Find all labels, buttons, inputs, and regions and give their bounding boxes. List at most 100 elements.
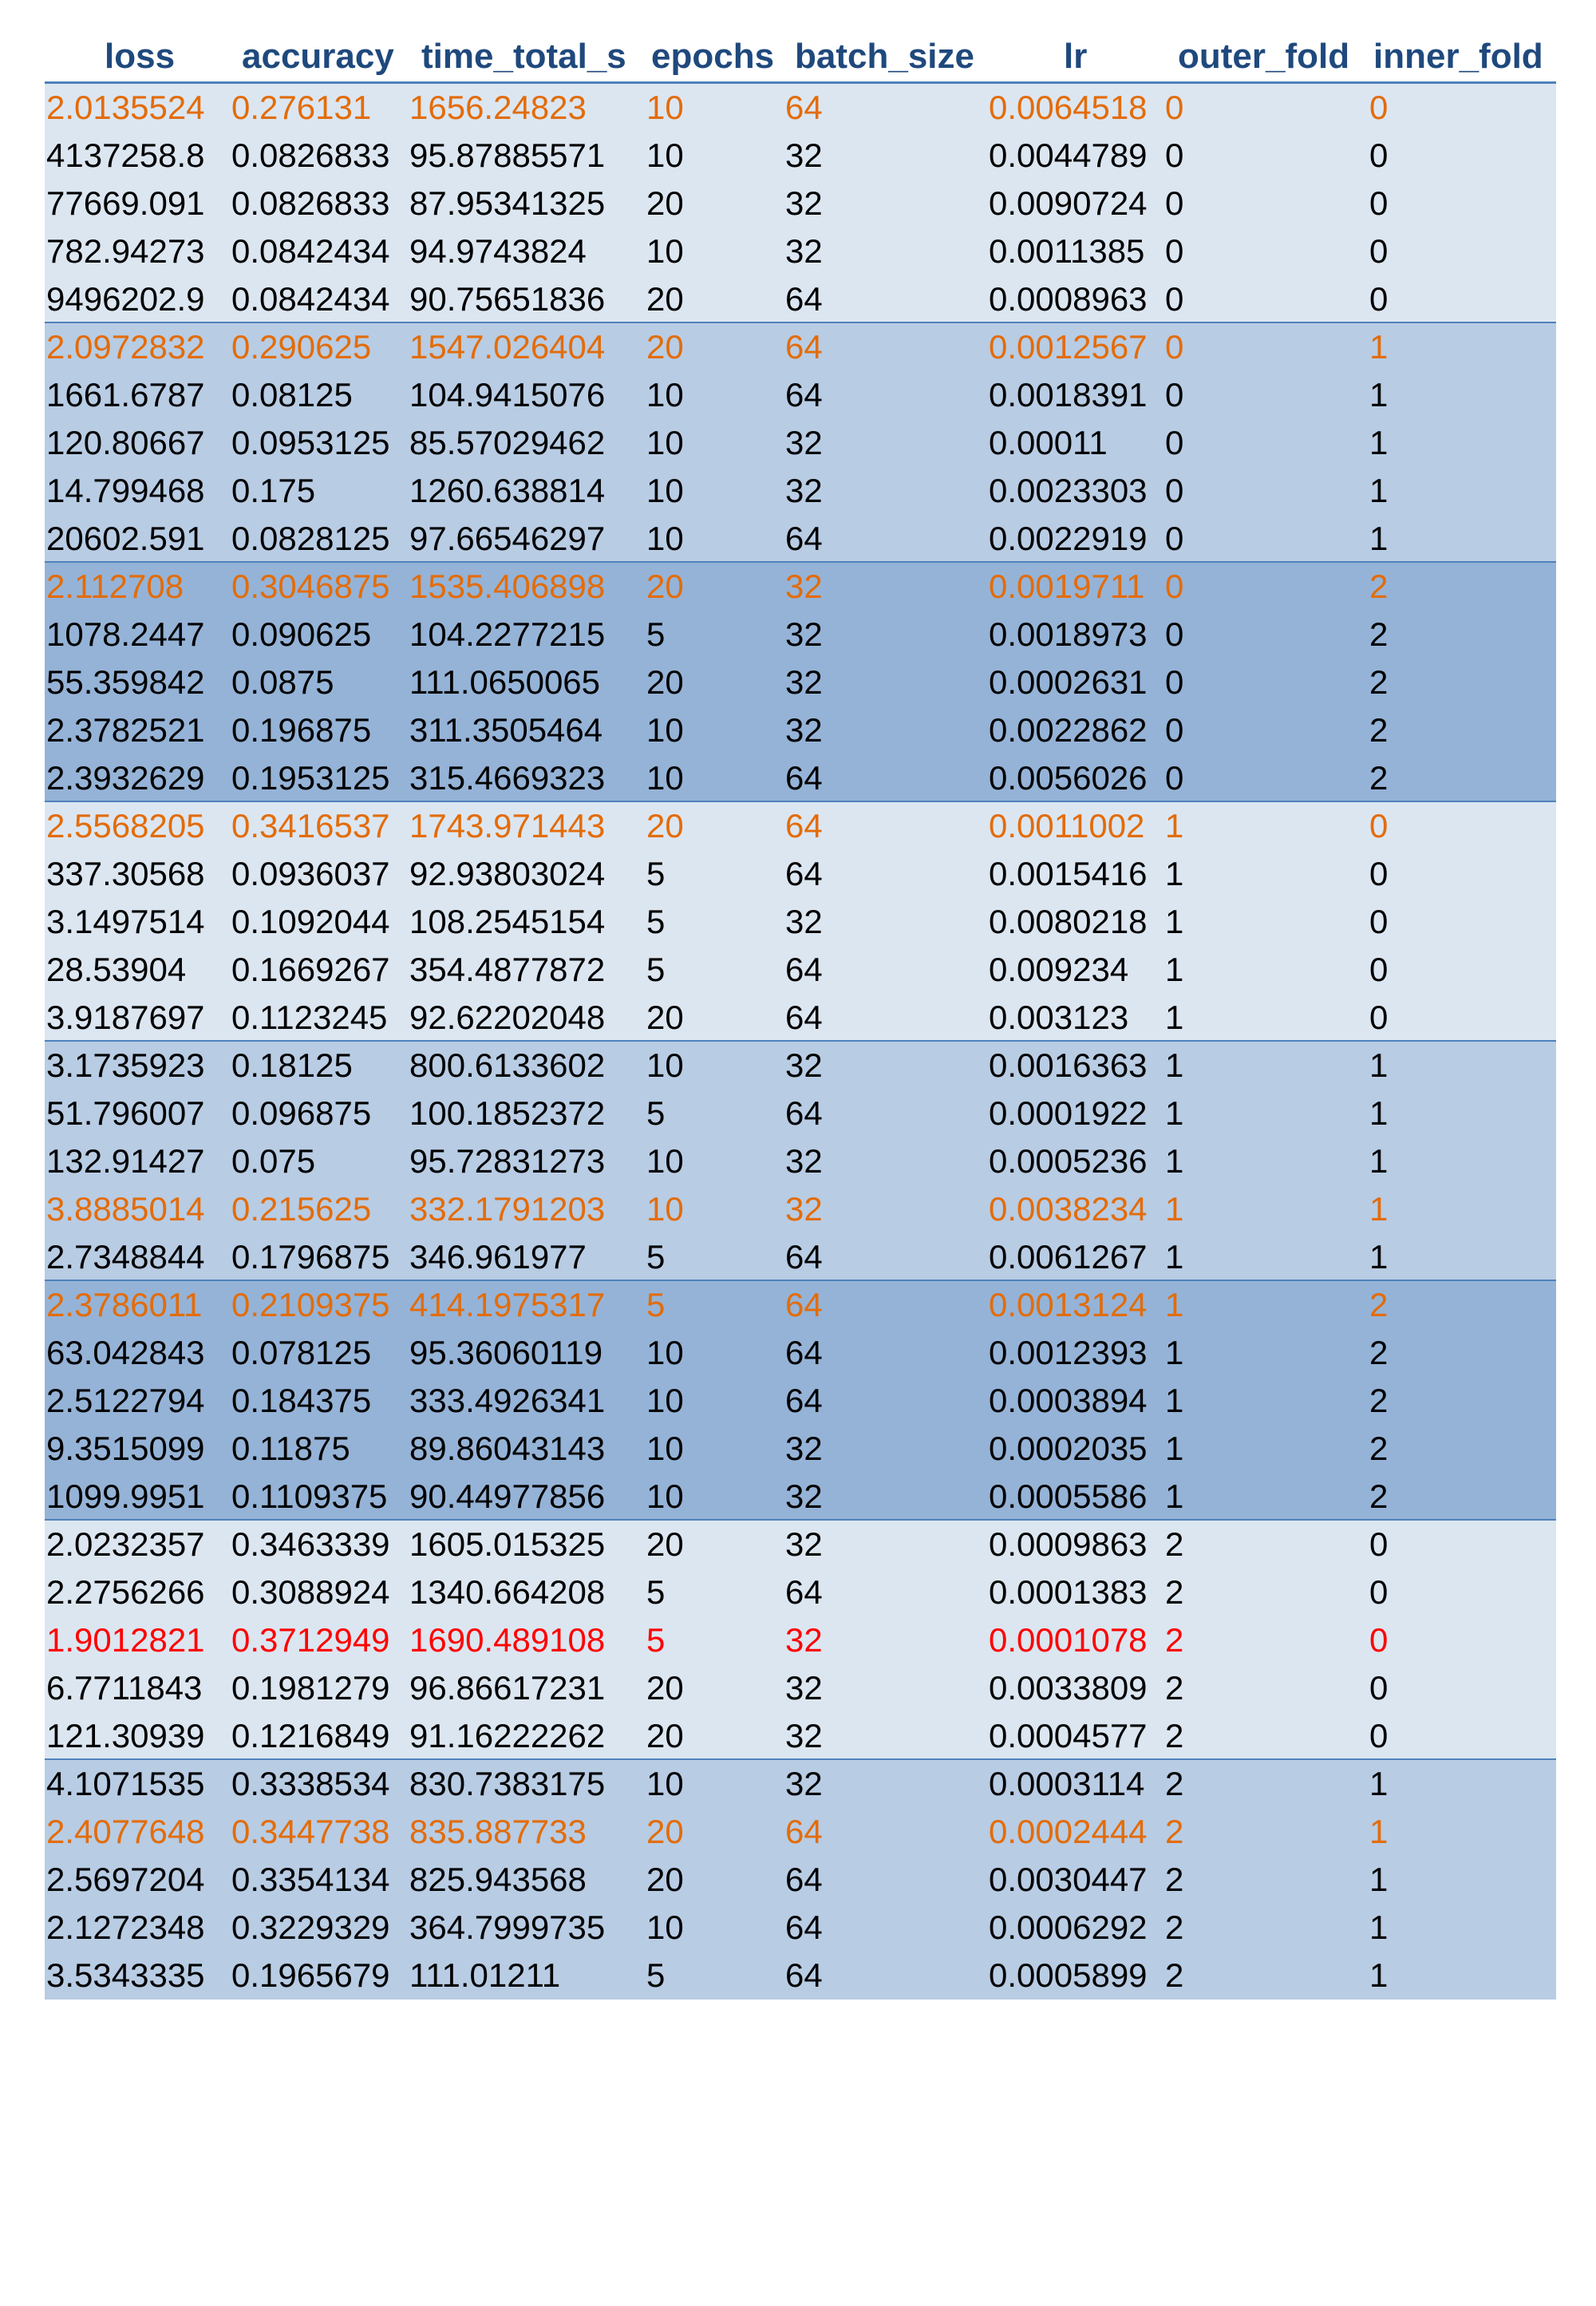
cell-loss: 2.0135524 (46, 89, 205, 126)
cell-accuracy: 0.0828125 (231, 520, 390, 557)
cell-time-total-s: 800.6133602 (409, 1046, 606, 1084)
table-row: 2.0232357 0.3463339 1605.015325 20 32 0.00098… (45, 1521, 1556, 1568)
cell-inner-fold: 2 (1369, 1477, 1389, 1515)
cell-loss: 3.1735923 (46, 1046, 205, 1084)
table-row: 4137258.8 0.0826833 95.87885571 10 32 0.00447… (45, 132, 1556, 180)
cell-batch-size: 64 (785, 1238, 823, 1276)
cell-lr: 0.0005236 (989, 1142, 1148, 1180)
table-row: 3.9187697 0.1123245 92.62202048 20 64 0.00312… (45, 994, 1556, 1042)
cell-time-total-s: 835.887733 (409, 1813, 587, 1850)
cell-batch-size: 32 (785, 1525, 823, 1563)
cell-loss: 2.3782521 (46, 711, 205, 749)
cell-outer-fold: 2 (1165, 1621, 1184, 1659)
cell-inner-fold: 0 (1369, 1573, 1389, 1611)
cell-epochs: 20 (646, 1813, 684, 1850)
cell-loss: 2.3932629 (46, 759, 205, 797)
cell-batch-size: 32 (785, 663, 823, 701)
cell-inner-fold: 1 (1369, 1142, 1389, 1180)
table-row: 1099.9951 0.1109375 90.44977856 10 32 0.00055… (45, 1473, 1556, 1521)
table-row: 4.1071535 0.3338534 830.7383175 10 32 0.00031… (45, 1760, 1556, 1808)
cell-batch-size: 64 (785, 1573, 823, 1611)
cell-batch-size: 64 (785, 1813, 823, 1850)
cell-inner-fold: 0 (1369, 89, 1389, 126)
cell-outer-fold: 0 (1165, 89, 1184, 126)
cell-accuracy: 0.175 (231, 472, 316, 509)
cell-outer-fold: 1 (1165, 1286, 1184, 1323)
cell-accuracy: 0.1669267 (231, 951, 390, 988)
table-row: 3.1735923 0.18125 800.6133602 10 32 0.0016363… (45, 1042, 1556, 1090)
cell-time-total-s: 104.2277215 (409, 615, 606, 653)
header-time-total-s: time_total_s (421, 37, 626, 76)
cell-batch-size: 32 (785, 1477, 823, 1515)
cell-batch-size: 64 (785, 1908, 823, 1946)
cell-outer-fold: 1 (1165, 951, 1184, 988)
cell-outer-fold: 1 (1165, 903, 1184, 940)
table-row: 9496202.9 0.0842434 90.75651836 20 64 0.00089… (45, 275, 1556, 323)
cell-epochs: 10 (646, 1382, 684, 1419)
cell-loss: 55.359842 (46, 663, 205, 701)
table-row: 1.9012821 0.3712949 1690.489108 5 32 0.000107… (45, 1616, 1556, 1664)
cell-batch-size: 32 (785, 472, 823, 509)
table-row: 1078.2447 0.090625 104.2277215 5 32 0.0018973… (45, 611, 1556, 659)
table-row: 2.1272348 0.3229329 364.7999735 10 64 0.00062… (45, 1904, 1556, 1952)
cell-loss: 1078.2447 (46, 615, 205, 653)
cell-accuracy: 0.3354134 (231, 1861, 390, 1898)
cell-time-total-s: 1690.489108 (409, 1621, 606, 1659)
cell-outer-fold: 2 (1165, 1525, 1184, 1563)
cell-lr: 0.0002631 (989, 663, 1148, 701)
cell-inner-fold: 2 (1369, 1382, 1389, 1419)
cell-outer-fold: 1 (1165, 1382, 1184, 1419)
cell-batch-size: 64 (785, 759, 823, 797)
cell-loss: 782.94273 (46, 232, 205, 270)
cell-lr: 0.0018391 (989, 376, 1148, 413)
cell-loss: 4137258.8 (46, 136, 205, 174)
cell-lr: 0.0023303 (989, 472, 1148, 509)
header-inner-fold: inner_fold (1373, 37, 1543, 76)
cell-accuracy: 0.1965679 (231, 1956, 390, 1994)
cell-inner-fold: 1 (1369, 520, 1389, 557)
cell-inner-fold: 1 (1369, 1238, 1389, 1276)
cell-accuracy: 0.0826833 (231, 184, 390, 222)
cell-accuracy: 0.3447738 (231, 1813, 390, 1850)
cell-lr: 0.0064518 (989, 89, 1148, 126)
table-row: 3.1497514 0.1092044 108.2545154 5 32 0.008021… (45, 898, 1556, 946)
cell-accuracy: 0.18125 (231, 1046, 353, 1084)
cell-time-total-s: 1260.638814 (409, 472, 606, 509)
cell-accuracy: 0.1981279 (231, 1669, 390, 1707)
cell-batch-size: 32 (785, 1046, 823, 1084)
cell-outer-fold: 2 (1165, 1813, 1184, 1850)
cell-time-total-s: 315.4669323 (409, 759, 606, 797)
cell-epochs: 20 (646, 1717, 684, 1754)
cell-inner-fold: 1 (1369, 1190, 1389, 1228)
cell-time-total-s: 92.62202048 (409, 999, 606, 1036)
table-row: 2.0135524 0.276131 1656.24823 10 64 0.0064518… (45, 84, 1556, 132)
cell-outer-fold: 2 (1165, 1861, 1184, 1898)
cell-inner-fold: 0 (1369, 1717, 1389, 1754)
cell-outer-fold: 1 (1165, 1238, 1184, 1276)
cell-outer-fold: 2 (1165, 1765, 1184, 1802)
cell-outer-fold: 1 (1165, 807, 1184, 844)
cell-lr: 0.0022862 (989, 711, 1148, 749)
cell-time-total-s: 96.86617231 (409, 1669, 606, 1707)
cell-loss: 9496202.9 (46, 280, 205, 318)
table-row: 14.799468 0.175 1260.638814 10 32 0.0023303 0 1 (45, 467, 1556, 515)
cell-inner-fold: 1 (1369, 376, 1389, 413)
cell-time-total-s: 90.75651836 (409, 280, 606, 318)
table-row: 121.30939 0.1216849 91.16222262 20 32 0.00045… (45, 1712, 1556, 1760)
cell-inner-fold: 1 (1369, 1861, 1389, 1898)
cell-outer-fold: 0 (1165, 328, 1184, 366)
cell-outer-fold: 0 (1165, 232, 1184, 270)
cell-lr: 0.0018973 (989, 615, 1148, 653)
cell-lr: 0.0016363 (989, 1046, 1148, 1084)
cell-inner-fold: 0 (1369, 999, 1389, 1036)
cell-outer-fold: 1 (1165, 1477, 1184, 1515)
cell-outer-fold: 1 (1165, 1190, 1184, 1228)
cell-batch-size: 64 (785, 1956, 823, 1994)
cell-outer-fold: 1 (1165, 1334, 1184, 1371)
cell-outer-fold: 2 (1165, 1908, 1184, 1946)
cell-accuracy: 0.096875 (231, 1094, 372, 1132)
table-row: 51.796007 0.096875 100.1852372 5 64 0.0001922… (45, 1090, 1556, 1137)
cell-epochs: 20 (646, 999, 684, 1036)
cell-lr: 0.0001922 (989, 1094, 1148, 1132)
cell-epochs: 10 (646, 424, 684, 461)
